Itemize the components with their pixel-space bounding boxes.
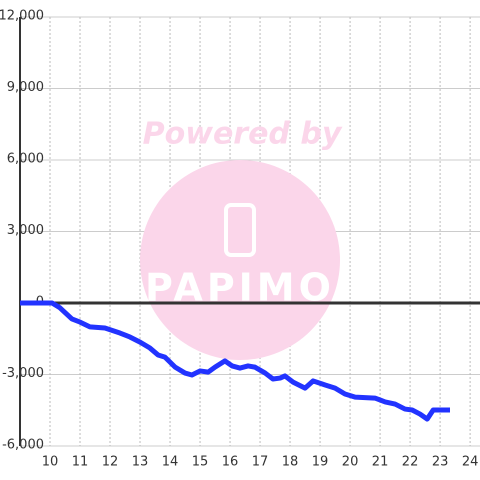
x-tick-label: 23	[432, 455, 449, 470]
y-tick-label: -3,000	[2, 366, 44, 381]
x-tick-label: 13	[132, 455, 149, 470]
x-tick-label: 24	[462, 455, 479, 470]
x-tick-label: 14	[162, 455, 179, 470]
x-tick-label: 21	[372, 455, 389, 470]
x-tick-label: 20	[342, 455, 359, 470]
data-line	[20, 300, 450, 422]
x-tick-label: 18	[282, 455, 299, 470]
x-tick-label: 22	[402, 455, 419, 470]
y-tick-label: 3,000	[7, 223, 44, 238]
y-tick-label: 6,000	[7, 152, 44, 167]
x-tick-label: 10	[42, 455, 59, 470]
x-tick-label: 17	[252, 455, 269, 470]
watermark-text: Powered by	[143, 117, 343, 152]
y-tick-label: 12,000	[0, 9, 44, 24]
x-tick-label: 11	[72, 455, 89, 470]
y-tick-label: 9,000	[7, 80, 44, 95]
x-tick-label: 16	[222, 455, 239, 470]
y-tick-label: -6,000	[2, 438, 44, 453]
x-tick-label: 19	[312, 455, 329, 470]
x-tick-label: 15	[192, 455, 209, 470]
watermark-icon	[224, 203, 256, 257]
x-tick-label: 12	[102, 455, 119, 470]
watermark-logo-bg	[140, 160, 340, 360]
